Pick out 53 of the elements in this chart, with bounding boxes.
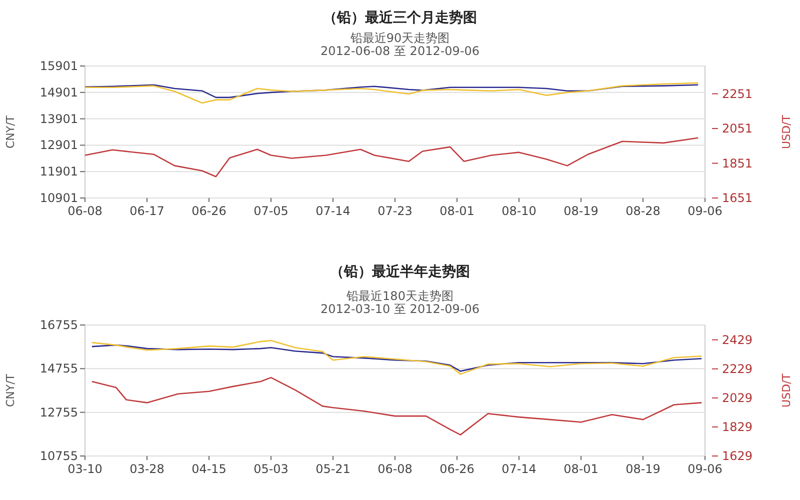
y-axis-title: CNY/T (4, 115, 17, 149)
x-tick-label: 06-08 (68, 204, 102, 218)
x-tick-label: 05-21 (316, 462, 350, 476)
y-axis-title: CNY/T (4, 374, 17, 408)
y-tick-label: 12901 (40, 138, 78, 152)
y2-tick-label: 2429 (722, 332, 753, 347)
y-tick-label: 11901 (40, 164, 78, 179)
x-tick-label: 05-03 (254, 462, 288, 476)
chart-title: （铅）最近三个月走势图 (323, 9, 477, 26)
y2-axis-title: USD/T (780, 114, 793, 149)
x-tick-label: 09-06 (688, 462, 722, 476)
x-tick-label: 08-28 (626, 204, 660, 218)
x-tick-label: 06-26 (192, 204, 226, 218)
x-tick-label: 07-23 (378, 204, 412, 218)
y2-tick-label: 2029 (722, 390, 753, 405)
y2-tick-label: 2051 (722, 122, 753, 136)
y2-tick-label: 1651 (722, 191, 753, 205)
y2-tick-label: 2251 (722, 86, 753, 101)
x-tick-label: 03-10 (68, 462, 102, 476)
chart-subtitle: 铅最近90天走势图 2012-06-08 至 2012-09-06 (320, 31, 480, 58)
y2-tick-label: 1829 (722, 420, 753, 434)
line-series (91, 376, 702, 436)
x-tick-label: 06-26 (440, 462, 474, 476)
x-tick-label: 08-01 (564, 462, 598, 476)
x-tick-label: 07-05 (254, 204, 288, 218)
y2-axis-title: USD/T (780, 373, 793, 408)
y-tick-label: 14901 (40, 85, 78, 100)
x-tick-label: 08-19 (564, 204, 598, 218)
chart-title: （铅）最近半年走势图 (330, 263, 470, 280)
x-tick-label: 07-14 (502, 462, 536, 476)
y-tick-label: 12755 (40, 405, 78, 420)
x-tick-label: 03-28 (130, 462, 164, 476)
x-tick-label: 04-15 (192, 462, 226, 476)
line-series (84, 137, 699, 178)
line-series (84, 82, 699, 104)
x-tick-label: 08-01 (440, 204, 474, 218)
y-tick-label: 10755 (40, 449, 78, 463)
y-tick-label: 13901 (40, 112, 78, 126)
x-tick-label: 07-14 (316, 204, 350, 218)
x-tick-label: 06-08 (378, 462, 412, 476)
line-series (84, 84, 699, 98)
y-tick-label: 16755 (40, 318, 78, 332)
y-tick-label: 10901 (40, 191, 78, 205)
y2-tick-label: 1629 (722, 449, 753, 463)
x-tick-label: 08-19 (626, 462, 660, 476)
chart-subtitle: 铅最近180天走势图 2012-03-10 至 2012-09-06 (320, 289, 480, 316)
x-tick-label: 08-10 (502, 204, 536, 218)
y-tick-label: 15901 (40, 59, 78, 73)
x-tick-label: 06-17 (130, 204, 164, 218)
y2-tick-label: 2229 (722, 362, 753, 376)
y-tick-label: 14755 (40, 362, 78, 376)
y2-tick-label: 1851 (722, 156, 753, 170)
x-tick-label: 09-06 (688, 204, 722, 218)
